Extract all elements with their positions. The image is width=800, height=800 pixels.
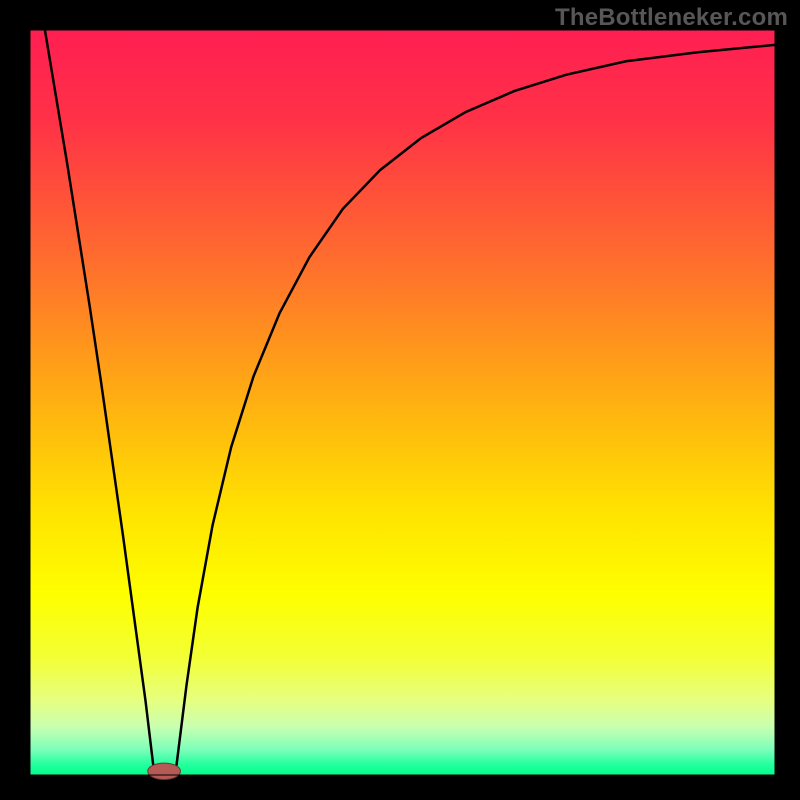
plot-gradient-area	[30, 30, 775, 775]
chart-svg	[0, 0, 800, 800]
optimal-point-marker	[148, 763, 181, 779]
bottleneck-chart: TheBottleneker.com	[0, 0, 800, 800]
watermark-text: TheBottleneker.com	[555, 4, 788, 32]
